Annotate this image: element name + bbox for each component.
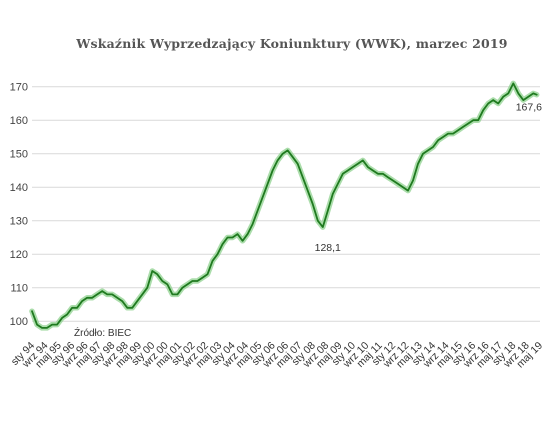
chart-title: Wskaźnik Wyprzedzający Koniunktury (WWK)… [75,36,507,51]
y-tick-label: 160 [10,115,28,127]
source-label: Źródło: BIEC [74,326,131,339]
y-tick-label: 140 [10,182,28,194]
y-tick-label: 150 [10,149,28,161]
series-wwk [29,80,540,331]
y-tick-label: 130 [10,216,28,228]
series-line [31,82,538,329]
y-tick-label: 100 [10,316,28,328]
annotations: 128,1 167,6 [315,102,543,254]
data-label: 167,6 [516,102,542,114]
gridlines [32,86,540,322]
y-axis-ticks: 100 110 120 130 140 150 160 170 [10,82,28,329]
y-tick-label: 170 [10,82,28,94]
y-tick-label: 120 [10,249,28,261]
data-label: 128,1 [315,242,341,254]
y-tick-label: 110 [10,283,28,295]
